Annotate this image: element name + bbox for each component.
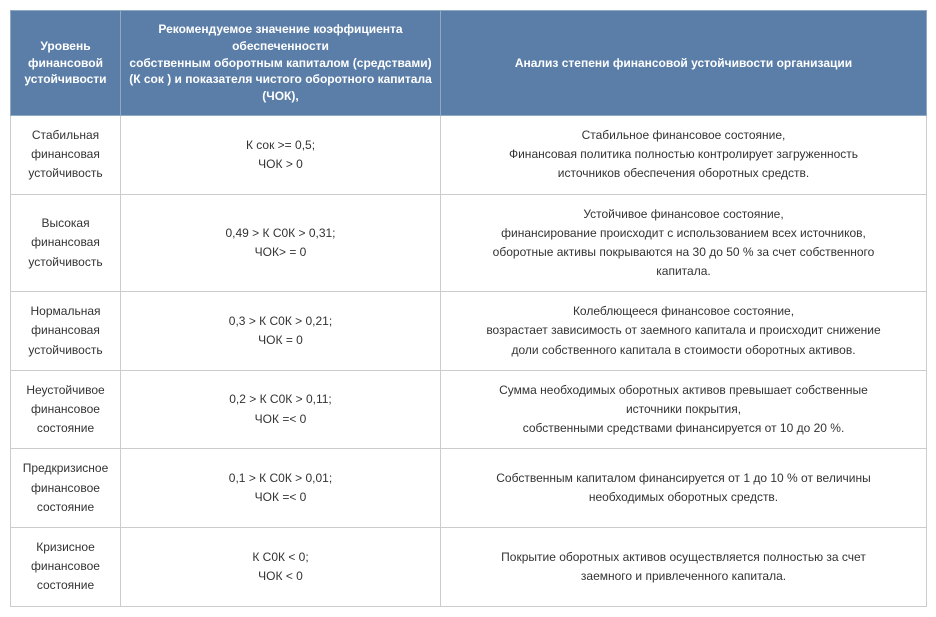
table-row: Высокая финансовая устойчивость 0,49 > К… [11, 194, 927, 292]
cell-level: Предкризисное финансовое состояние [11, 449, 121, 528]
table-header-row: Уровень финансовой устойчивости Рекоменд… [11, 11, 927, 116]
header-coefficient: Рекомендуемое значение коэффициента обес… [121, 11, 441, 116]
table-row: Нормальная финансовая устойчивость 0,3 >… [11, 292, 927, 371]
table-row: Стабильная финансовая устойчивость К сок… [11, 115, 927, 194]
cell-analysis: Покрытие оборотных активов осуществляетс… [441, 527, 927, 606]
cell-level: Стабильная финансовая устойчивость [11, 115, 121, 194]
cell-coefficient: К С0К < 0; ЧОК < 0 [121, 527, 441, 606]
table-row: Предкризисное финансовое состояние 0,1 >… [11, 449, 927, 528]
cell-coefficient: 0,2 > К С0К > 0,11; ЧОК =< 0 [121, 370, 441, 449]
cell-analysis: Устойчивое финансовое состояние, финанси… [441, 194, 927, 292]
cell-coefficient: 0,1 > К С0К > 0,01; ЧОК =< 0 [121, 449, 441, 528]
cell-analysis: Сумма необходимых оборотных активов прев… [441, 370, 927, 449]
cell-level: Высокая финансовая устойчивость [11, 194, 121, 292]
table-row: Кризисное финансовое состояние К С0К < 0… [11, 527, 927, 606]
cell-coefficient: 0,49 > К С0К > 0,31; ЧОК> = 0 [121, 194, 441, 292]
table-row: Неустойчивое финансовое состояние 0,2 > … [11, 370, 927, 449]
cell-level: Кризисное финансовое состояние [11, 527, 121, 606]
cell-level: Нормальная финансовая устойчивость [11, 292, 121, 371]
financial-stability-table: Уровень финансовой устойчивости Рекоменд… [10, 10, 927, 607]
cell-analysis: Стабильное финансовое состояние, Финансо… [441, 115, 927, 194]
cell-level: Неустойчивое финансовое состояние [11, 370, 121, 449]
cell-coefficient: 0,3 > К С0К > 0,21; ЧОК = 0 [121, 292, 441, 371]
cell-coefficient: К сок >= 0,5; ЧОК > 0 [121, 115, 441, 194]
header-analysis: Анализ степени финансовой устойчивости о… [441, 11, 927, 116]
header-level: Уровень финансовой устойчивости [11, 11, 121, 116]
cell-analysis: Колеблющееся финансовое состояние, возра… [441, 292, 927, 371]
cell-analysis: Собственным капиталом финансируется от 1… [441, 449, 927, 528]
